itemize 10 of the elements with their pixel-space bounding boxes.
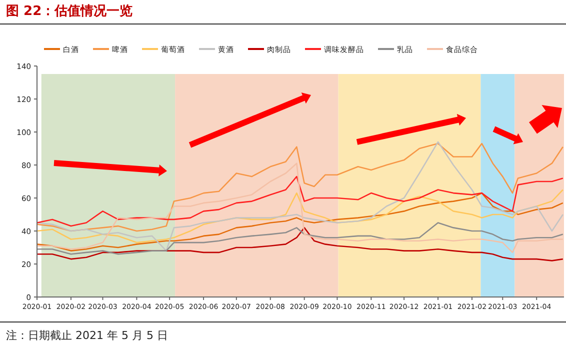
line-series xyxy=(36,227,564,262)
line-series xyxy=(36,189,564,244)
chart-title: 图 22：估值情况一览 xyxy=(6,4,133,19)
line-series xyxy=(36,222,564,255)
line-series xyxy=(36,142,564,232)
text: 注：日期截止 2021 年 5 月 5 日 xyxy=(6,329,168,342)
line-series xyxy=(36,192,564,252)
line-series xyxy=(36,176,564,227)
line-series xyxy=(36,141,564,252)
line-series xyxy=(36,162,564,254)
